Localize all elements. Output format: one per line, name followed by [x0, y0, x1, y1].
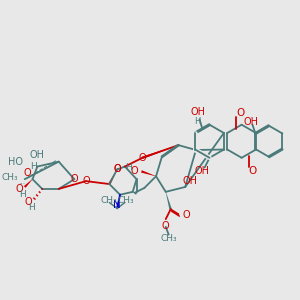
Text: H: H — [194, 117, 200, 126]
Text: OH: OH — [194, 167, 209, 176]
Text: O: O — [236, 108, 244, 118]
Text: H: H — [125, 163, 132, 172]
Text: H: H — [28, 203, 35, 212]
Text: CH₃: CH₃ — [160, 234, 177, 243]
Polygon shape — [117, 167, 125, 170]
Text: OH: OH — [243, 117, 258, 127]
Text: O: O — [15, 184, 23, 194]
Text: OH: OH — [30, 150, 45, 160]
Text: O: O — [113, 164, 121, 175]
Text: O: O — [139, 153, 146, 163]
Text: H: H — [30, 162, 37, 171]
Text: O: O — [131, 167, 138, 176]
Text: OH: OH — [183, 176, 198, 186]
Text: ...: ... — [18, 177, 26, 186]
Polygon shape — [133, 192, 137, 195]
Text: O: O — [113, 164, 121, 175]
Text: H: H — [20, 190, 26, 199]
Text: N: N — [113, 200, 121, 210]
Text: O: O — [182, 210, 190, 220]
Text: O: O — [162, 221, 169, 231]
Polygon shape — [141, 170, 156, 176]
Polygon shape — [24, 179, 33, 188]
Text: O: O — [249, 166, 257, 176]
Text: OH: OH — [190, 107, 205, 117]
Text: CH₃: CH₃ — [118, 196, 134, 205]
Polygon shape — [108, 169, 117, 184]
Polygon shape — [142, 145, 178, 159]
Polygon shape — [116, 195, 120, 208]
Text: HO: HO — [8, 157, 23, 167]
Text: O: O — [82, 176, 90, 186]
Text: O: O — [24, 168, 32, 178]
Text: CH₃: CH₃ — [100, 196, 117, 205]
Text: O: O — [70, 174, 78, 184]
Text: O: O — [25, 196, 32, 207]
Text: CH₃: CH₃ — [1, 173, 18, 182]
Polygon shape — [166, 192, 172, 210]
